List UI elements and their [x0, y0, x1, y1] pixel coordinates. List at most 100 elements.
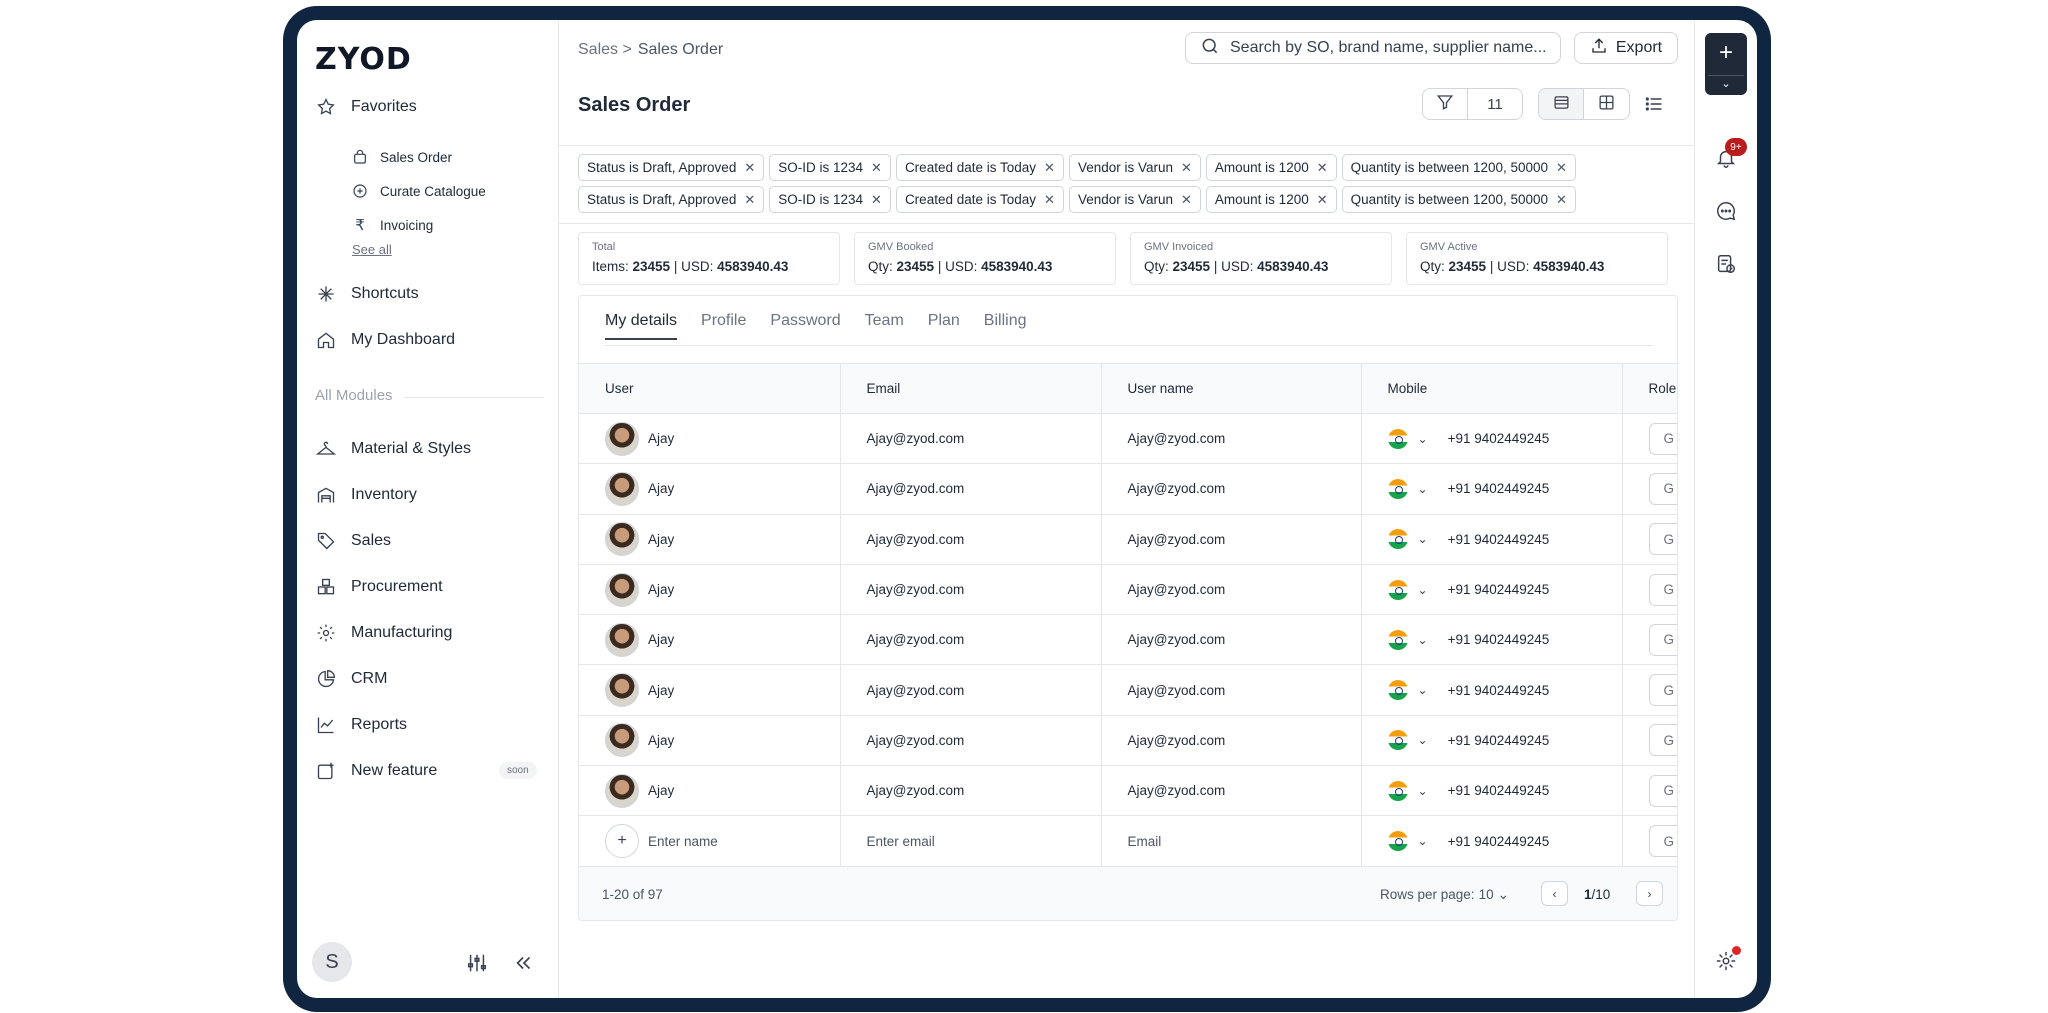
role-select[interactable]: G	[1648, 623, 1677, 656]
chevron-down-icon[interactable]: ⌄	[1417, 481, 1428, 496]
sidebar-item-procurement[interactable]: Procurement	[315, 576, 443, 598]
list-options-icon[interactable]	[1644, 94, 1664, 114]
remove-chip-icon[interactable]: ✕	[1556, 159, 1567, 175]
role-select[interactable]: G	[1648, 472, 1677, 505]
chevron-down-icon[interactable]: ⌄	[1417, 532, 1428, 547]
rows-per-page-select[interactable]: Rows per page: 10 ⌄	[1380, 887, 1509, 902]
role-select[interactable]: G	[1648, 422, 1677, 455]
chat-icon[interactable]	[1715, 200, 1737, 222]
sidebar-item-dashboard[interactable]: My Dashboard	[315, 329, 455, 351]
cell-role: G	[1622, 715, 1677, 767]
remove-chip-icon[interactable]: ✕	[1316, 159, 1328, 175]
remove-chip-icon[interactable]: ✕	[1044, 191, 1055, 207]
table-row[interactable]: Ajay Ajay@zyod.com Ajay@zyod.com ⌄ +91 94024…	[579, 715, 1677, 767]
breadcrumb: Sales > Sales Order	[578, 41, 723, 59]
chevron-down-icon[interactable]: ⌄	[1417, 733, 1428, 748]
remove-chip-icon[interactable]: ✕	[744, 191, 756, 207]
role-select[interactable]: G	[1648, 573, 1677, 606]
chevron-down-icon[interactable]: ⌄	[1417, 683, 1428, 698]
tab-my-details[interactable]: My details	[605, 312, 678, 340]
new-user-row[interactable]: + Enter name Enter email Email ⌄ +91 94024492…	[579, 815, 1677, 867]
collapse-sidebar-icon[interactable]	[513, 952, 535, 974]
filter-count[interactable]: 11	[1487, 95, 1503, 113]
name-input[interactable]: Enter name	[648, 833, 718, 849]
table-row[interactable]: Ajay Ajay@zyod.com Ajay@zyod.com ⌄ +91 94024…	[579, 463, 1677, 515]
add-row-icon[interactable]: +	[605, 824, 639, 859]
home-icon	[315, 329, 337, 351]
chip-label: Vendor is Varun	[1077, 192, 1173, 207]
tab-team[interactable]: Team	[864, 312, 904, 329]
remove-chip-icon[interactable]: ✕	[744, 159, 756, 175]
export-button[interactable]: Export	[1574, 32, 1678, 64]
remove-chip-icon[interactable]: ✕	[1044, 159, 1055, 175]
column-header-email[interactable]: Email	[840, 363, 1102, 414]
table-view-button[interactable]	[1539, 89, 1584, 119]
task-list-icon[interactable]	[1715, 253, 1737, 275]
cell-role: G	[1622, 413, 1677, 465]
table-row[interactable]: Ajay Ajay@zyod.com Ajay@zyod.com ⌄ +91 94024…	[579, 664, 1677, 716]
sidebar-item-favorites[interactable]: Favorites	[315, 96, 417, 118]
role-select[interactable]: G	[1648, 774, 1677, 807]
filter-button-group: 11	[1422, 88, 1523, 120]
sidebar-sub-curate-catalogue[interactable]: Curate Catalogue	[352, 183, 486, 199]
sidebar-item-reports[interactable]: Reports	[315, 714, 407, 736]
table-row[interactable]: Ajay Ajay@zyod.com Ajay@zyod.com ⌄ +91 94024…	[579, 765, 1677, 817]
sidebar-item-crm[interactable]: CRM	[315, 668, 387, 690]
cell-user: Ajay	[579, 413, 841, 465]
sidebar-sub-invoicing[interactable]: ₹ Invoicing	[352, 217, 433, 234]
create-new-button[interactable]: + ⌄	[1705, 33, 1747, 95]
sidebar-item-manufacturing[interactable]: Manufacturing	[315, 622, 452, 644]
search-input[interactable]: Search by SO, brand name, supplier name.…	[1185, 32, 1561, 64]
role-select[interactable]: G	[1648, 825, 1677, 858]
grid-view-button[interactable]	[1584, 89, 1629, 119]
table-row[interactable]: Ajay Ajay@zyod.com Ajay@zyod.com ⌄ +91 94024…	[579, 514, 1677, 565]
remove-chip-icon[interactable]: ✕	[1181, 191, 1192, 207]
prev-page-button[interactable]: ‹	[1541, 881, 1568, 906]
cell-username[interactable]: Email	[1101, 815, 1362, 867]
remove-chip-icon[interactable]: ✕	[871, 159, 882, 175]
table-row[interactable]: Ajay Ajay@zyod.com Ajay@zyod.com ⌄ +91 94024…	[579, 413, 1677, 465]
tab-billing[interactable]: Billing	[983, 312, 1027, 329]
chevron-down-icon[interactable]: ⌄	[1708, 75, 1744, 91]
column-header-username[interactable]: User name	[1101, 363, 1362, 414]
sidebar-item-sales[interactable]: Sales	[315, 530, 391, 552]
sidebar-sub-sales-order[interactable]: Sales Order	[352, 149, 452, 165]
tab-plan[interactable]: Plan	[927, 312, 960, 329]
column-header-mobile[interactable]: Mobile	[1361, 363, 1623, 414]
role-select[interactable]: G	[1648, 523, 1677, 556]
filter-button[interactable]	[1423, 89, 1468, 119]
cell-email[interactable]: Enter email	[840, 815, 1102, 867]
next-page-button[interactable]: ›	[1636, 881, 1663, 906]
integrations-icon[interactable]	[1715, 950, 1737, 972]
remove-chip-icon[interactable]: ✕	[1556, 191, 1567, 207]
remove-chip-icon[interactable]: ✕	[871, 191, 882, 207]
sidebar-item-material-styles[interactable]: Material & Styles	[315, 438, 471, 460]
breadcrumb-current: Sales Order	[637, 41, 724, 58]
filter-chip: Created date is Today ✕	[895, 154, 1064, 181]
breadcrumb-parent[interactable]: Sales >	[578, 41, 632, 58]
sidebar-item-new-feature[interactable]: New feature	[315, 760, 437, 782]
cell-mobile: ⌄ +91 9402449245	[1361, 614, 1623, 666]
sidebar-item-shortcuts[interactable]: Shortcuts	[315, 283, 419, 305]
remove-chip-icon[interactable]: ✕	[1181, 159, 1192, 175]
user-avatar[interactable]: S	[312, 942, 352, 982]
summary-stats: Total Items: 23455 | USD: 4583940.43 GMV…	[578, 232, 1668, 285]
table-row[interactable]: Ajay Ajay@zyod.com Ajay@zyod.com ⌄ +91 94024…	[579, 614, 1677, 666]
see-all-link[interactable]: See all	[352, 242, 392, 257]
settings-sliders-icon[interactable]	[466, 952, 488, 974]
chevron-down-icon[interactable]: ⌄	[1417, 431, 1428, 446]
chevron-down-icon[interactable]: ⌄	[1417, 834, 1428, 849]
table-row[interactable]: Ajay Ajay@zyod.com Ajay@zyod.com ⌄ +91 94024…	[579, 564, 1677, 616]
remove-chip-icon[interactable]: ✕	[1316, 191, 1328, 207]
tab-password[interactable]: Password	[770, 312, 841, 329]
role-select[interactable]: G	[1648, 674, 1677, 707]
chevron-down-icon[interactable]: ⌄	[1417, 632, 1428, 647]
chevron-down-icon[interactable]: ⌄	[1417, 783, 1428, 798]
column-header-user[interactable]: User	[579, 363, 841, 414]
sidebar-item-inventory[interactable]: Inventory	[315, 484, 417, 506]
role-select[interactable]: G	[1648, 724, 1677, 757]
chevron-down-icon[interactable]: ⌄	[1417, 582, 1428, 597]
stat-value: Items: 23455 | USD: 4583940.43	[592, 259, 789, 274]
column-header-role[interactable]: Role	[1622, 363, 1677, 414]
tab-profile[interactable]: Profile	[701, 312, 747, 329]
